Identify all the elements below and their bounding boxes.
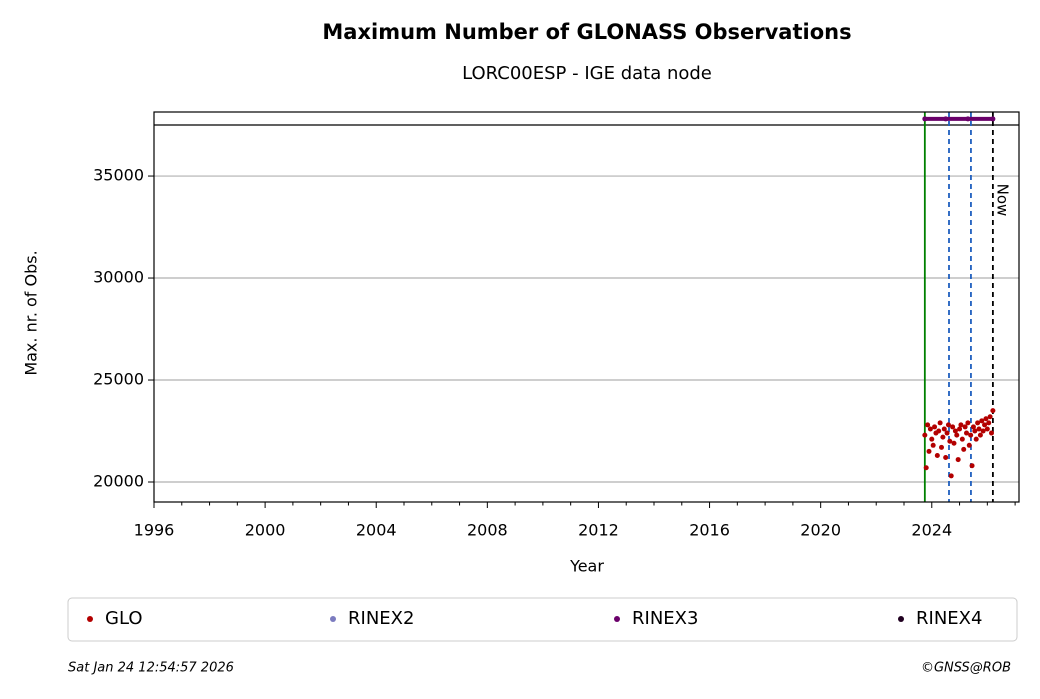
data-point bbox=[943, 116, 949, 122]
data-point bbox=[973, 436, 979, 442]
data-point bbox=[936, 428, 942, 434]
data-point bbox=[970, 424, 976, 430]
data-point bbox=[950, 424, 956, 430]
y-tick-label: 35000 bbox=[93, 166, 144, 185]
footer-date: Sat Jan 24 12:54:57 2026 bbox=[68, 661, 234, 676]
legend-label: GLO bbox=[105, 608, 143, 629]
data-point bbox=[958, 422, 964, 428]
data-point bbox=[940, 434, 946, 440]
data-point bbox=[932, 424, 938, 430]
y-tick-label: 25000 bbox=[93, 370, 144, 389]
x-tick-label: 2008 bbox=[467, 521, 508, 540]
data-point bbox=[922, 432, 928, 438]
data-point bbox=[962, 424, 968, 430]
legend-marker bbox=[330, 616, 336, 622]
data-point bbox=[952, 428, 958, 434]
data-point bbox=[965, 116, 971, 122]
data-point bbox=[930, 442, 936, 448]
data-point bbox=[925, 422, 931, 428]
data-point bbox=[966, 442, 972, 448]
data-point bbox=[975, 420, 981, 426]
data-point bbox=[951, 440, 957, 446]
data-point bbox=[955, 457, 961, 463]
data-point bbox=[927, 426, 933, 432]
x-tick-label: 2016 bbox=[689, 521, 730, 540]
data-point bbox=[990, 408, 996, 414]
data-point bbox=[944, 430, 950, 436]
footer-credit: ©GNSS@ROB bbox=[921, 661, 1011, 676]
legend-marker bbox=[87, 616, 93, 622]
data-point bbox=[969, 463, 975, 469]
data-point bbox=[980, 428, 986, 434]
data-point bbox=[977, 432, 983, 438]
legend bbox=[67, 597, 1018, 642]
data-point bbox=[989, 430, 994, 436]
legend-label: RINEX2 bbox=[348, 608, 414, 629]
x-tick-label: 2024 bbox=[911, 521, 952, 540]
data-point bbox=[964, 430, 969, 436]
data-point bbox=[957, 426, 963, 432]
data-point bbox=[929, 436, 935, 442]
x-tick-label: 2020 bbox=[800, 521, 841, 540]
data-point bbox=[934, 452, 940, 458]
chart-subtitle: LORC00ESP - IGE data node bbox=[462, 63, 712, 84]
data-point bbox=[945, 422, 951, 428]
x-tick-label: 1996 bbox=[134, 521, 175, 540]
y-axis-label: Max. nr. of Obs. bbox=[22, 250, 41, 375]
data-point bbox=[979, 418, 985, 424]
data-point bbox=[984, 426, 990, 432]
data-point bbox=[986, 420, 992, 426]
plot-frame bbox=[153, 111, 1020, 503]
event-label: Now bbox=[993, 184, 1011, 217]
data-point bbox=[948, 473, 954, 479]
data-point bbox=[959, 436, 965, 442]
data-point bbox=[961, 446, 967, 452]
legend-label: RINEX3 bbox=[632, 608, 698, 629]
data-point bbox=[954, 432, 960, 438]
data-point bbox=[983, 416, 989, 422]
chart-title: Maximum Number of GLONASS Observations bbox=[322, 20, 851, 44]
data-point bbox=[926, 448, 932, 454]
data-point bbox=[937, 420, 943, 426]
data-point bbox=[976, 426, 982, 432]
data-point bbox=[922, 116, 928, 122]
data-point bbox=[972, 428, 978, 434]
data-point bbox=[965, 420, 971, 426]
y-tick-label: 30000 bbox=[93, 268, 144, 287]
x-axis-label: Year bbox=[569, 557, 604, 576]
x-tick-label: 2012 bbox=[578, 521, 619, 540]
x-tick-label: 2000 bbox=[245, 521, 286, 540]
data-point bbox=[923, 465, 929, 471]
legend-label: RINEX4 bbox=[916, 608, 982, 629]
data-point bbox=[968, 432, 974, 438]
legend-marker bbox=[614, 616, 620, 622]
data-point bbox=[947, 438, 953, 444]
x-tick-label: 2004 bbox=[356, 521, 397, 540]
data-point bbox=[939, 444, 944, 450]
data-point bbox=[982, 422, 988, 428]
data-point bbox=[941, 426, 947, 432]
data-point bbox=[943, 455, 949, 461]
data-point bbox=[990, 116, 996, 122]
data-point bbox=[987, 414, 993, 420]
y-tick-label: 20000 bbox=[93, 472, 144, 491]
legend-marker bbox=[898, 616, 904, 622]
